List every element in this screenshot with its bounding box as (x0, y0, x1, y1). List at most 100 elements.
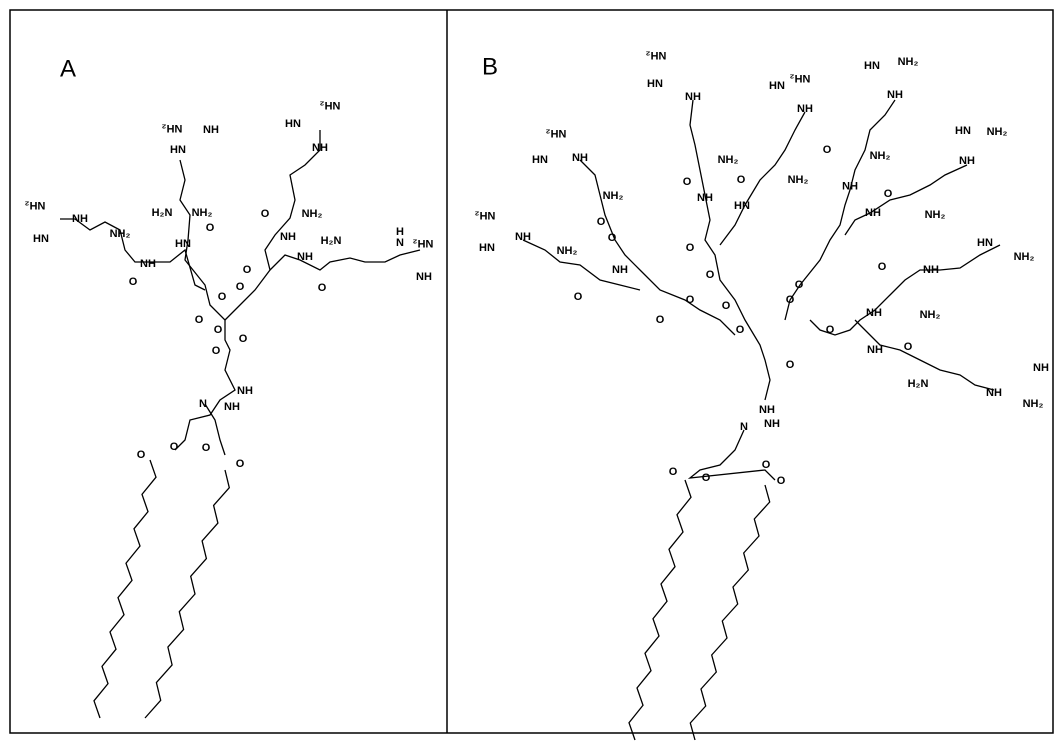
atom-label: O (777, 475, 786, 487)
alkyl-chain (629, 480, 691, 740)
atom-label: NH (867, 344, 883, 356)
atom-label: NH (612, 264, 628, 276)
atom-label: NH (923, 264, 939, 276)
atom-label: NH (140, 258, 156, 270)
atom-label: NH (866, 307, 882, 319)
atom-label: O (737, 174, 746, 186)
atom-label: NH (416, 271, 432, 283)
atom-label: NH (297, 251, 313, 263)
panel-b-bonds (523, 100, 1000, 480)
atom-label: O (722, 300, 731, 312)
outer-frame (10, 10, 1053, 733)
atom-label: HN (170, 144, 186, 156)
atom-label: NH (986, 387, 1002, 399)
atom-label: O (904, 341, 913, 353)
atom-label: HN (734, 200, 750, 212)
atom-label: NH (237, 385, 253, 397)
atom-label: H₂N (908, 378, 929, 390)
atom-label: HN (647, 78, 663, 90)
atom-label: HN (977, 237, 993, 249)
atom-label: NH₂ (192, 207, 213, 219)
atom-label: H₂N (152, 207, 173, 219)
atom-label: NH (697, 192, 713, 204)
atom-label: O (878, 261, 887, 273)
atom-label: O (243, 264, 252, 276)
atom-label: H₂N (321, 235, 342, 247)
atom-label: HN (532, 154, 548, 166)
atom-label: O (795, 279, 804, 291)
atom-label: O (706, 269, 715, 281)
atom-label: NH (312, 142, 328, 154)
atom-label: HN (175, 238, 191, 250)
alkyl-chain (94, 460, 156, 718)
atom-label: NH₂ (718, 154, 739, 166)
alkyl-chain (145, 470, 229, 718)
atom-label: NH₂ (788, 174, 809, 186)
atom-label: NH (224, 401, 240, 413)
atom-label: O (212, 345, 221, 357)
atom-label: O (826, 324, 835, 336)
atom-label: O (236, 458, 245, 470)
atom-label: O (597, 216, 606, 228)
atom-label: NH (887, 89, 903, 101)
atom-label: NH₂ (646, 49, 667, 61)
atom-label: HN (479, 242, 495, 254)
atom-label: O (823, 144, 832, 156)
atom-label: HN (285, 118, 301, 130)
atom-label: O (218, 291, 227, 303)
atom-label: O (669, 466, 678, 478)
atom-label: NH₂ (987, 126, 1008, 138)
atom-label: NH₂ (475, 209, 496, 221)
atom-label: O (786, 294, 795, 306)
atom-label: N (199, 398, 207, 410)
atom-label: NH₂ (25, 199, 46, 211)
atom-label: NH (203, 124, 219, 136)
atom-label: NH₂ (110, 228, 131, 240)
alkyl-chain (690, 485, 769, 740)
atom-label: NH (515, 231, 531, 243)
atom-label: HN (33, 233, 49, 245)
atom-label: O (686, 242, 695, 254)
figure: ANH₂NHHNH₂NNH₂HNONHONH₂NHHNNH₂NH₂HNNHONH… (0, 0, 1055, 742)
atom-label: O (195, 314, 204, 326)
fatty-chains (94, 460, 770, 740)
atom-label: O (683, 176, 692, 188)
atom-label: O (686, 294, 695, 306)
atom-label: O (129, 276, 138, 288)
atom-label: NH₂ (302, 208, 323, 220)
atom-label: NH₂ (870, 150, 891, 162)
atom-label: NH (764, 418, 780, 430)
atom-label: NH₂ (898, 56, 919, 68)
atom-label: O (170, 441, 179, 453)
atom-label: O (202, 442, 211, 454)
atom-label: O (656, 314, 665, 326)
atom-label: NH₂ (790, 72, 811, 84)
atom-label: O (318, 282, 327, 294)
atom-label: NH (865, 207, 881, 219)
atom-label: NH (72, 213, 88, 225)
atom-label: HN (842, 179, 858, 191)
atom-label: NH₂ (162, 122, 183, 134)
atom-label: O (762, 459, 771, 471)
atom-label: O (608, 232, 617, 244)
panel-label: A (60, 55, 76, 82)
atom-label: NH (572, 152, 588, 164)
atom-label: O (261, 208, 270, 220)
atom-label: NH₂ (920, 309, 941, 321)
atom-label: NH (959, 155, 975, 167)
atom-label: NH₂ (413, 237, 434, 249)
atom-label: NH (280, 231, 296, 243)
atom-label: HN (769, 80, 785, 92)
atom-label: O (239, 333, 248, 345)
atom-label: NH (759, 404, 775, 416)
atom-label: O (736, 324, 745, 336)
atom-label: N (740, 421, 748, 433)
atom-label: O (206, 222, 215, 234)
atom-label: NH (797, 103, 813, 115)
atom-label: HN (864, 60, 880, 72)
atom-label: O (214, 324, 223, 336)
atom-label: NH₂ (1014, 251, 1035, 263)
atom-label: O (884, 188, 893, 200)
atom-label: O (702, 472, 711, 484)
atom-label: O (137, 449, 146, 461)
